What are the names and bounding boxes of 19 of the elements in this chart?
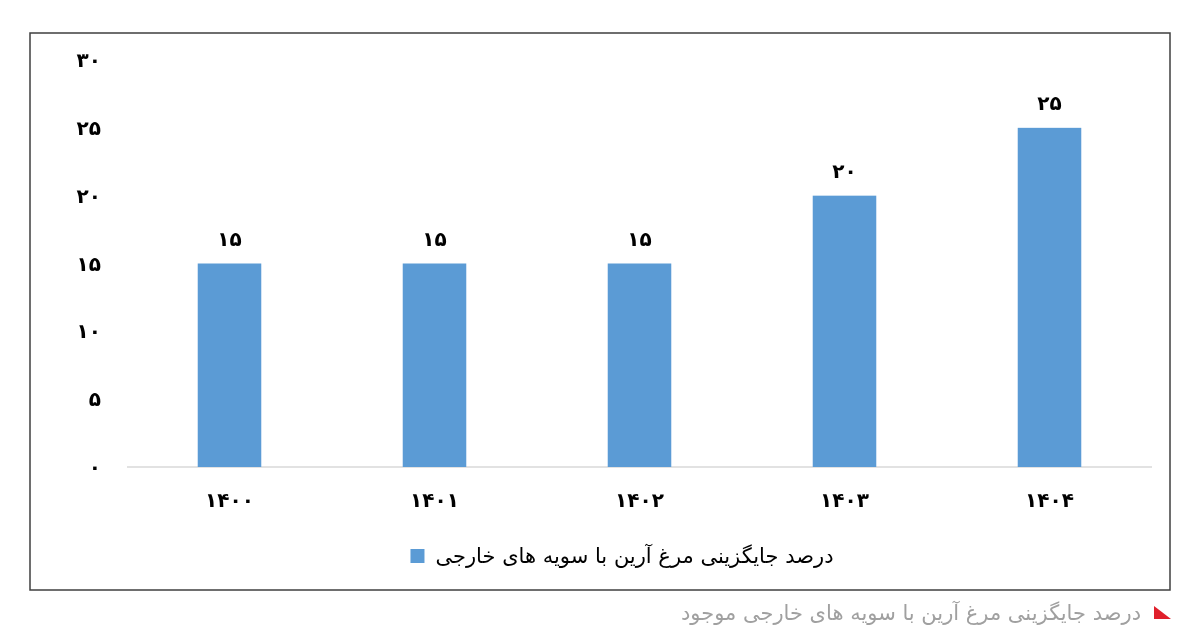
y-tick-label: ۵ xyxy=(88,387,101,412)
data-label: ۱۵ xyxy=(627,226,652,251)
data-label: ۲۵ xyxy=(1037,90,1062,115)
legend-label: درصد جایگزینی مرغ آرین با سویه های خارجی xyxy=(435,544,834,568)
data-label: ۱۵ xyxy=(217,226,242,251)
y-tick-label: ۱۰ xyxy=(76,319,101,344)
y-tick-label: ۲۵ xyxy=(76,115,101,140)
x-tick-label: ۱۴۰۰ xyxy=(205,488,254,512)
annotation: درصد جایگزینی مرغ آرین با سویه های خارجی موجود xyxy=(681,601,1141,625)
y-tick-label: ۲۰ xyxy=(76,183,101,208)
x-tick-label: ۱۴۰۳ xyxy=(820,488,869,512)
y-tick-label: ۳۰ xyxy=(76,48,101,72)
y-tick-label: ۱۵ xyxy=(76,251,101,276)
data-label: ۱۵ xyxy=(422,226,447,251)
x-tick-label: ۱۴۰۲ xyxy=(615,488,664,512)
x-tick-label: ۱۴۰۴ xyxy=(1025,488,1074,512)
x-tick-label: ۱۴۰۱ xyxy=(410,488,459,512)
data-label: ۲۰ xyxy=(832,158,857,183)
y-tick-label: ۰ xyxy=(88,455,101,479)
